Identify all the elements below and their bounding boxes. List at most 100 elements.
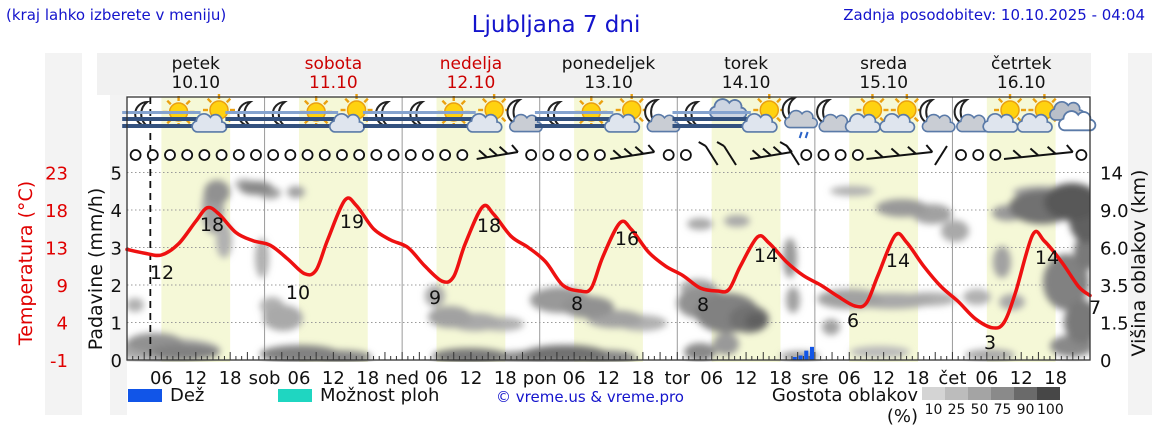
precip-tick-label: 5 <box>111 164 122 185</box>
x-tick-label: čet <box>938 368 966 389</box>
precip-tick-label: 2 <box>111 276 122 297</box>
rain-bar <box>798 355 803 360</box>
x-tick-label: 06 <box>288 368 311 389</box>
showers-legend-swatch <box>278 389 312 402</box>
temp-tick-label: 9 <box>57 276 68 297</box>
cloud-blob <box>786 287 800 313</box>
day-date: 16.10 <box>996 73 1046 93</box>
cloud-blob <box>684 343 716 361</box>
temp-value-label: 16 <box>615 228 639 250</box>
wind-calm-icon <box>404 149 417 161</box>
day-header: četrtek 16.10 <box>952 55 1090 93</box>
x-tick-label: 12 <box>184 368 207 389</box>
temp-value-label: 10 <box>286 282 310 304</box>
cloud-blob <box>745 313 767 329</box>
weather-icon-moon-fog <box>534 100 579 128</box>
wind-barb <box>476 144 519 160</box>
day-header: nedelja 12.10 <box>402 55 540 93</box>
x-tick-label: 18 <box>631 368 654 389</box>
cloud-blob <box>965 349 1015 361</box>
cloud-density-gradient <box>922 387 1060 400</box>
day-name: torek <box>724 54 769 74</box>
temp-value-label: 8 <box>571 293 583 315</box>
cloud-blob <box>127 298 144 312</box>
cloud-blob <box>876 199 928 217</box>
day-date: 10.10 <box>171 73 221 93</box>
wind-calm-icon <box>955 149 967 161</box>
cloud-blob <box>993 246 1011 278</box>
temp-value-label: 18 <box>477 215 501 237</box>
x-tick-label: sre <box>801 368 828 389</box>
rain-legend-swatch <box>128 389 162 402</box>
temp-value-label: 8 <box>697 294 709 316</box>
cloud-blob <box>255 238 269 278</box>
cloud-blob <box>432 348 508 362</box>
day-headers: petek 10.10 sobota 11.10 nedelja 12.10 ponedel… <box>127 55 1090 93</box>
temp-tick-label: 18 <box>45 201 68 222</box>
x-tick-label: 18 <box>494 368 517 389</box>
x-tick-label: 06 <box>838 368 861 389</box>
temp-tick-label: -1 <box>50 351 68 372</box>
wind-calm-icon <box>1075 149 1088 161</box>
weather-icon-moon-cloud <box>953 98 991 133</box>
weather-icon-moon-fog <box>672 100 717 128</box>
cloud-density-field <box>127 179 1090 362</box>
cloud-height-tick-label: 9.0 <box>1100 201 1129 222</box>
weather-icon-sun-fog <box>569 96 614 128</box>
day-header: petek 10.10 <box>127 55 265 93</box>
day-header-band <box>97 53 1091 95</box>
temp-value-label: 12 <box>150 262 174 284</box>
temp-value-label: 14 <box>754 245 778 267</box>
cloud-blob <box>1064 300 1090 344</box>
page-title: Ljubljana 7 dni <box>471 12 641 38</box>
left-axis-stripe <box>110 53 127 415</box>
credit-link[interactable]: © vreme.us & vreme.pro <box>496 388 684 406</box>
weather-icon-sun-cloud <box>844 94 889 133</box>
day-band <box>849 97 919 362</box>
day-name: četrtek <box>991 54 1052 74</box>
x-tick-label: 18 <box>907 368 930 389</box>
x-tick-label: 12 <box>459 368 482 389</box>
wind-barb-diagonal <box>779 141 800 166</box>
day-header: sreda 15.10 <box>815 55 953 93</box>
wind-calm-icon <box>559 149 572 161</box>
wind-calm-icon <box>181 149 194 161</box>
left-gutter-stripe <box>45 53 82 415</box>
day-date: 14.10 <box>721 73 771 93</box>
cloud-blob <box>425 285 445 307</box>
cloud-blob <box>1074 234 1090 270</box>
cloud-blob <box>150 344 220 360</box>
wind-calm-icon <box>198 149 211 161</box>
cloud-blob <box>263 305 303 331</box>
day-name: sobota <box>304 54 363 74</box>
temp-value-label: 7 <box>1089 297 1101 319</box>
cloud-blob <box>830 186 874 196</box>
cloud-density-legend-label: Gostota oblakov (%) <box>745 385 918 427</box>
wind-calm-icon <box>576 149 589 161</box>
cloud-blob <box>687 218 713 230</box>
wind-calm-icon <box>542 149 555 161</box>
temperature-curve <box>125 196 1092 330</box>
x-tick-label: 06 <box>700 368 723 389</box>
temp-value-label: 14 <box>1035 247 1059 269</box>
cloud-blob <box>713 333 739 355</box>
x-tick-label: 18 <box>1044 368 1067 389</box>
cloud-blob <box>822 319 840 335</box>
wind-calm-icon <box>164 149 176 161</box>
x-tick-label: 06 <box>425 368 448 389</box>
cloud-blob <box>963 289 991 305</box>
precip-tick-label: 0 <box>111 351 122 372</box>
wind-calm-icon <box>232 149 245 161</box>
weather-icon-moon-fog <box>362 100 407 128</box>
weather-icon-moon-rain <box>781 96 819 139</box>
wind-calm-icon <box>370 149 383 161</box>
wind-calm-icon <box>972 149 985 161</box>
cloud-height-tick-label: 6.0 <box>1100 239 1129 260</box>
x-tick-label: 12 <box>1010 368 1033 389</box>
cloud-height-tick-label: 1.5 <box>1100 314 1129 335</box>
x-tick-label: 12 <box>322 368 345 389</box>
cloud-blob <box>941 220 969 242</box>
temp-value-label: 3 <box>984 332 996 354</box>
